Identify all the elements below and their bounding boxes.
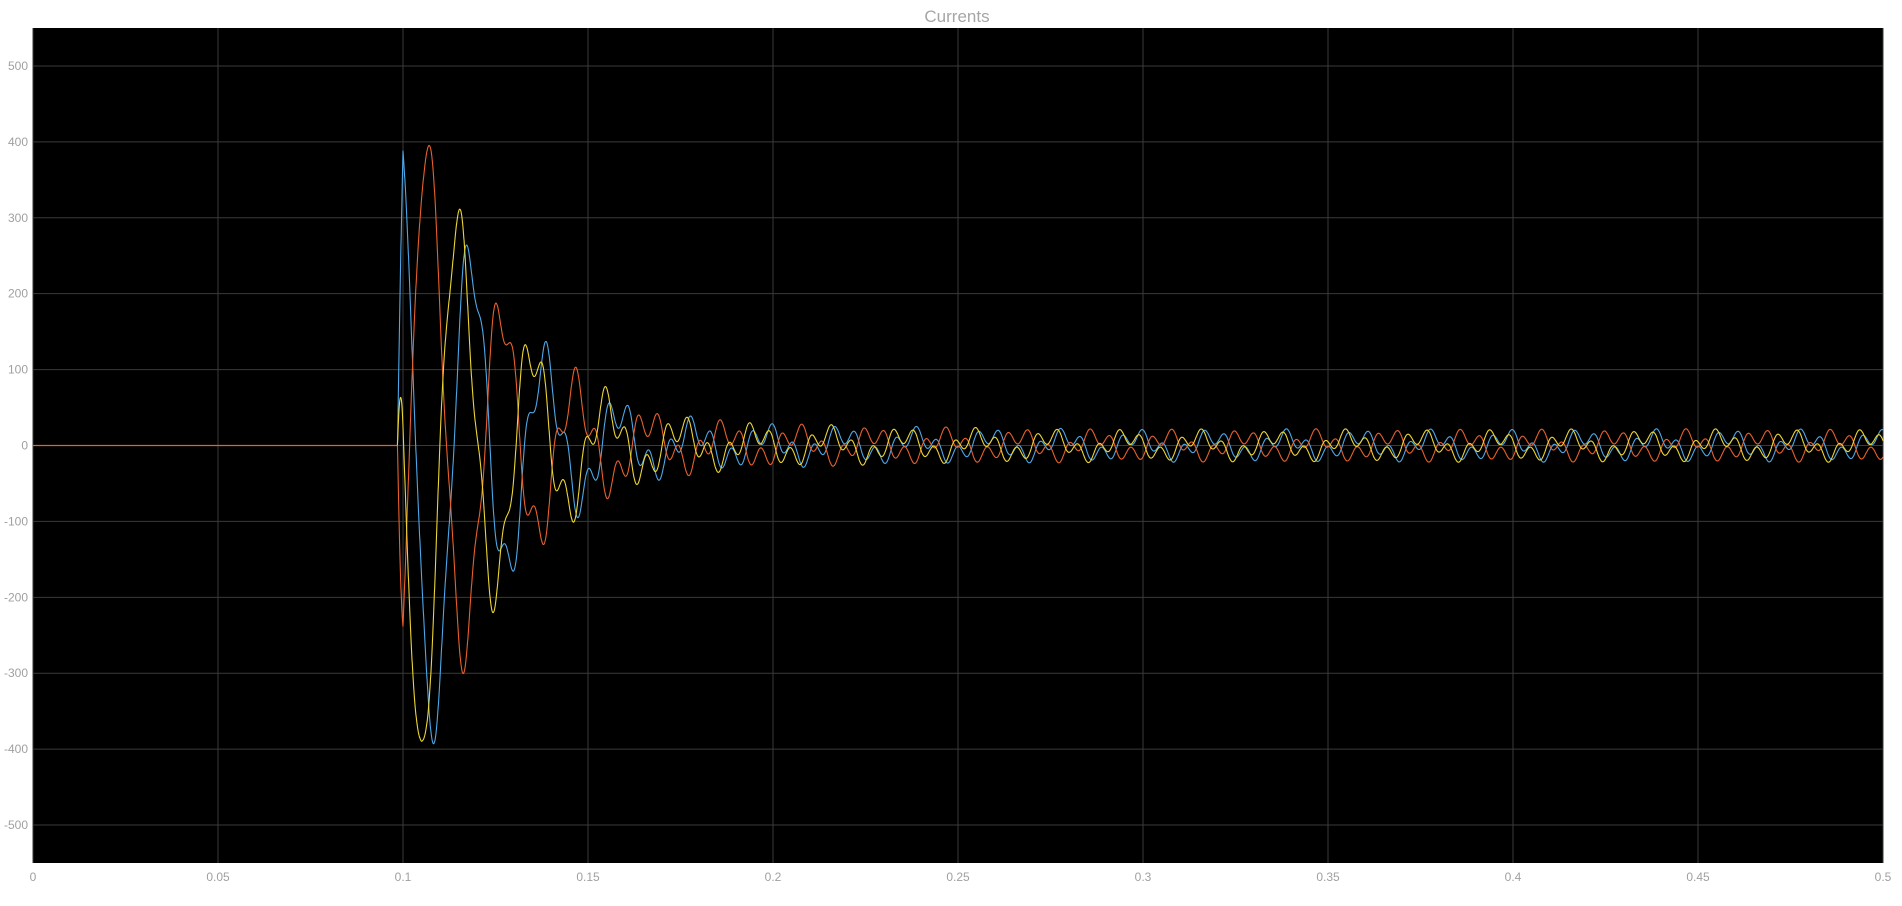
x-tick-label: 0.2 [765, 870, 782, 884]
grid-lines [32, 28, 1884, 863]
y-tick-label: -500 [4, 818, 28, 832]
x-tick-label: 0.4 [1505, 870, 1522, 884]
x-tick-label: 0.15 [576, 870, 600, 884]
x-tick-label: 0.35 [1316, 870, 1340, 884]
y-tick-label: -400 [4, 742, 28, 756]
x-tick-label: 0.5 [1875, 870, 1892, 884]
series-layer [32, 144, 1884, 745]
x-tick-label: 0.25 [946, 870, 970, 884]
chart-title: Currents [924, 7, 989, 26]
x-tick-label: 0.3 [1135, 870, 1152, 884]
y-tick-label: -300 [4, 666, 28, 680]
y-tick-label: 300 [8, 211, 28, 225]
y-tick-labels: 500 400 300 200 100 0 -100 -200 -300 -400 -500 [4, 59, 28, 832]
y-tick-label: 500 [8, 59, 28, 73]
y-tick-label: -200 [4, 590, 28, 604]
y-tick-label: 200 [8, 287, 28, 301]
x-tick-label: 0.45 [1686, 870, 1710, 884]
x-tick-label: 0.1 [395, 870, 412, 884]
y-tick-label: 0 [21, 439, 28, 453]
y-tick-label: 100 [8, 363, 28, 377]
y-tick-label: 400 [8, 135, 28, 149]
x-tick-label: 0.05 [206, 870, 230, 884]
x-tick-label: 0 [30, 870, 37, 884]
x-tick-labels: 0 0.05 0.1 0.15 0.2 0.25 0.3 0.35 0.4 0.45 0.5 [30, 870, 1892, 884]
y-tick-label: -100 [4, 514, 28, 528]
